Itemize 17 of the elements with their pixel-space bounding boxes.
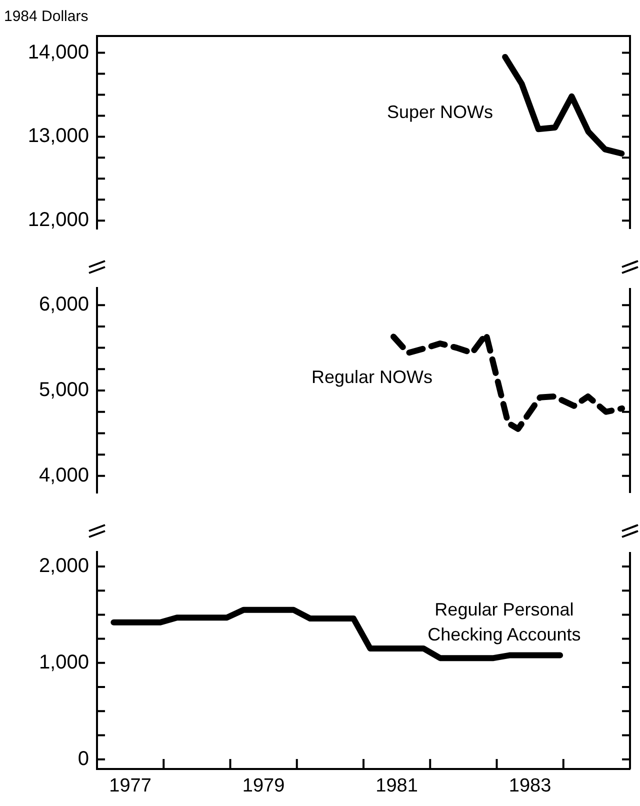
y-tick-label: 12,000 (28, 209, 89, 232)
y-tick-label: 6,000 (38, 294, 89, 316)
y-tick-label: 1,000 (38, 651, 89, 674)
legend-label: Regular Personal Checking Accounts (428, 600, 581, 645)
y-tick-label: 0 (78, 748, 89, 770)
x-tick-label: 1977 (109, 776, 152, 797)
y-tick-label: 13,000 (28, 125, 89, 148)
y-axis-title: 1984 Dollars (4, 8, 88, 26)
y-tick-label: 14,000 (28, 41, 89, 64)
x-tick-label: 1979 (242, 776, 285, 797)
y-tick-label: 2,000 (38, 554, 89, 577)
series-label: Regular NOWs (312, 367, 433, 388)
x-tick-label: 1981 (376, 776, 418, 797)
series-label: Super NOWs (386, 102, 494, 122)
y-tick-label: 4,000 (38, 464, 89, 486)
y-tick-label: 5,000 (38, 379, 89, 402)
x-tick-label: 1983 (508, 776, 552, 797)
